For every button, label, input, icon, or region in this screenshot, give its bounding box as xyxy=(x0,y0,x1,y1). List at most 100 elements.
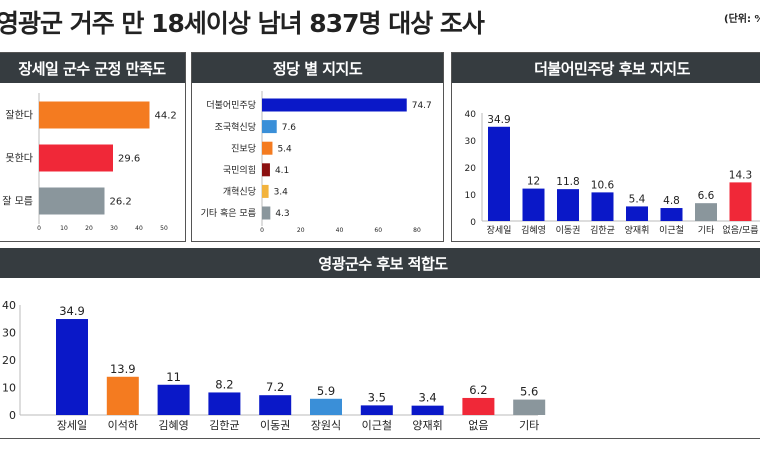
category-label: 이석하 xyxy=(108,418,138,432)
panel-title: 영광군수 후보 적합도 xyxy=(0,248,760,278)
bar-1 xyxy=(106,376,139,415)
category-label: 잘 모름 xyxy=(2,196,33,208)
data-label: 5.4 xyxy=(629,193,646,205)
data-label: 14.3 xyxy=(729,169,752,181)
data-label: 34.9 xyxy=(59,304,85,318)
data-label: 34.9 xyxy=(487,114,510,126)
category-label: 국민의힘 xyxy=(223,165,256,176)
category-label: 기타 혹은 모름 xyxy=(201,207,256,219)
satisfaction-chart: 잘한다 44.2 못한다 29.6 잘 모름 26.2 0 10 20 30 40 50 xyxy=(2,93,177,232)
panel-party-support: 정당 별 지지도 더불어민주당 74.7 조국혁신당 7.6 진보당 5.4 국민의힘 4.1… xyxy=(191,52,444,242)
category-label: 더불어민주당 xyxy=(206,100,256,111)
x-tick-label: 10 xyxy=(60,225,68,232)
category-label: 김한균 xyxy=(209,419,239,432)
x-tick-label: 0 xyxy=(37,225,41,232)
data-label: 6.2 xyxy=(469,383,487,397)
y-tick-label: 0 xyxy=(9,409,16,422)
x-tick-label: 60 xyxy=(374,227,382,234)
data-label: 74.7 xyxy=(412,101,432,111)
bar-0 xyxy=(39,101,150,129)
bar-8 xyxy=(462,397,495,415)
category-label: 이근철 xyxy=(362,419,392,432)
category-label: 양재휘 xyxy=(625,225,650,236)
x-tick-label: 80 xyxy=(413,227,421,234)
category-label: 장원식 xyxy=(311,419,341,432)
category-label: 없음 xyxy=(468,419,488,432)
x-tick-label: 30 xyxy=(110,225,118,232)
data-label: 12 xyxy=(527,176,540,188)
x-tick-label: 40 xyxy=(135,225,143,232)
bar-3 xyxy=(208,392,241,415)
bar-9 xyxy=(513,399,546,415)
x-tick-label: 0 xyxy=(260,227,264,234)
category-label: 이동권 xyxy=(556,224,581,236)
bar-5 xyxy=(310,398,342,415)
data-label: 7.2 xyxy=(266,380,284,394)
bar-2 xyxy=(157,384,190,415)
bar-2 xyxy=(39,187,105,215)
bar-5 xyxy=(660,208,683,221)
category-label: 잘한다 xyxy=(5,110,33,122)
data-label: 3.5 xyxy=(368,390,386,404)
data-label: 7.6 xyxy=(282,123,297,133)
bar-1 xyxy=(262,120,277,134)
data-label: 4.1 xyxy=(275,166,289,176)
bar-2 xyxy=(557,189,579,221)
data-label: 4.3 xyxy=(275,209,289,219)
bar-4 xyxy=(626,206,648,221)
y-tick-label: 40 xyxy=(2,299,16,312)
data-label: 5.9 xyxy=(317,384,335,398)
data-label: 5.6 xyxy=(520,385,538,399)
bar-2 xyxy=(262,141,273,155)
bar-7 xyxy=(729,182,752,221)
bar-0 xyxy=(488,126,510,221)
data-label: 11.8 xyxy=(556,176,579,188)
bar-0 xyxy=(56,319,88,415)
unit-label: (단위: % xyxy=(724,14,760,25)
category-label: 기타 xyxy=(698,225,715,236)
panel-title: 정당 별 지지도 xyxy=(192,53,443,83)
y-tick-label: 10 xyxy=(465,191,477,201)
bar-4 xyxy=(262,184,269,198)
category-label: 김혜영 xyxy=(521,224,546,236)
category-label: 양재휘 xyxy=(412,419,442,432)
y-tick-label: 30 xyxy=(2,327,16,340)
bar-3 xyxy=(262,163,270,177)
bar-5 xyxy=(262,206,271,220)
data-label: 11 xyxy=(166,370,181,384)
y-tick-label: 10 xyxy=(2,382,16,395)
category-label: 장세일 xyxy=(487,225,512,236)
bar-4 xyxy=(259,395,292,415)
panel-satisfaction: 장세일 군수 군정 만족도 잘한다 44.2 못한다 29.6 잘 모름 26.2 0 10 2… xyxy=(0,52,186,242)
data-label: 10.6 xyxy=(591,179,615,191)
category-label: 못한다 xyxy=(5,153,33,165)
category-label: 조국혁신당 xyxy=(215,122,256,133)
page-title: 영광군 거주 만 18세이상 남녀 837명 대상 조사 xyxy=(0,9,485,38)
data-label: 3.4 xyxy=(274,188,289,198)
data-label: 6.6 xyxy=(698,190,715,202)
bar-6 xyxy=(695,203,717,221)
y-tick-label: 20 xyxy=(465,164,477,174)
category-label: 김한균 xyxy=(590,224,615,236)
x-tick-label: 40 xyxy=(336,227,344,234)
bar-1 xyxy=(39,144,113,172)
category-label: 이동권 xyxy=(260,419,290,432)
dem-candidates-chart: 0 10 20 30 40 34.9 장세일 12 김혜영 11.8 이동권 10.6 김한균 5.4 양재… xyxy=(465,110,760,236)
data-label: 4.8 xyxy=(663,195,680,207)
data-label: 29.6 xyxy=(118,154,140,165)
x-tick-label: 20 xyxy=(85,225,93,232)
panel-candidate-fitness: 영광군수 후보 적합도 0 10 20 30 40 34.9 장세일 13.9 이석하 11 김혜영… xyxy=(0,248,760,439)
panel-dem-candidates: 더불어민주당 후보 지지도 0 10 20 30 40 34.9 장세일 12 김혜영 11.8 이… xyxy=(451,52,760,242)
data-label: 8.2 xyxy=(215,377,233,391)
x-tick-label: 50 xyxy=(160,225,168,232)
category-label: 개혁신당 xyxy=(223,187,256,198)
data-label: 5.4 xyxy=(277,144,292,154)
panel-title: 더불어민주당 후보 지지도 xyxy=(452,53,760,83)
candidate-fitness-chart: 0 10 20 30 40 34.9 장세일 13.9 이석하 11 김혜영 8.2 김한균 7.2 이동권… xyxy=(2,299,546,432)
y-tick-label: 20 xyxy=(2,354,16,367)
bar-3 xyxy=(591,192,614,221)
category-label: 기타 xyxy=(519,419,539,432)
category-label: 장세일 xyxy=(57,418,87,432)
bar-0 xyxy=(262,98,407,112)
category-label: 없음/모름 xyxy=(722,225,758,236)
